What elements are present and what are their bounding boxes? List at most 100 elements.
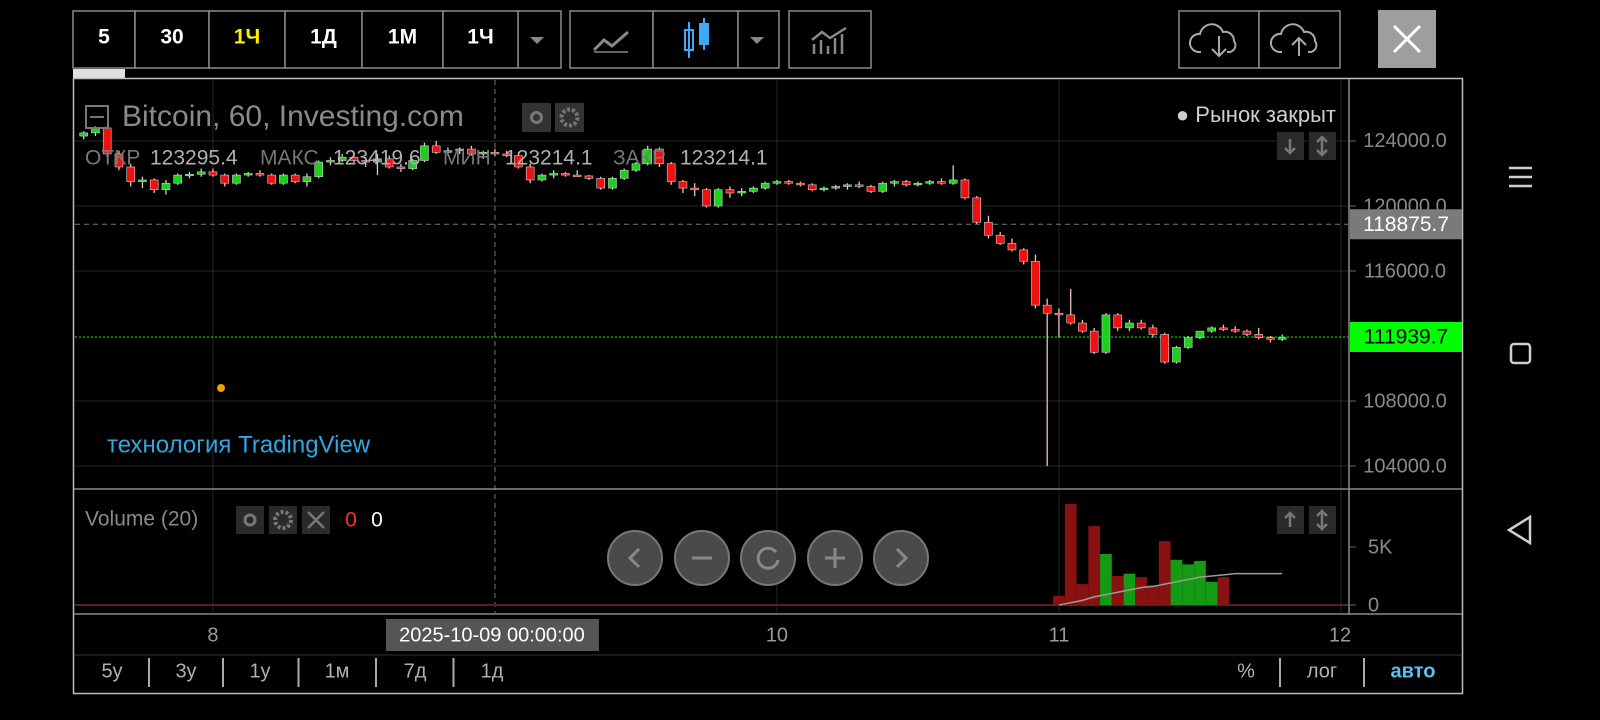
candle-body xyxy=(126,166,135,182)
volume-bar xyxy=(1158,541,1171,605)
interval-label: 1Д xyxy=(310,26,337,49)
interval-button[interactable] xyxy=(284,10,363,69)
range-button[interactable]: 1м xyxy=(325,660,350,682)
candle-body xyxy=(373,158,382,163)
candle-body xyxy=(420,145,429,161)
scale-option[interactable]: % xyxy=(1237,660,1255,682)
volume-bar xyxy=(1111,575,1124,605)
candle-body xyxy=(455,148,464,152)
crosshair-label-bg xyxy=(385,619,599,651)
scale-option[interactable]: авто xyxy=(1391,660,1436,682)
candle-body xyxy=(1242,330,1252,335)
candle-body xyxy=(467,148,476,155)
candle-body xyxy=(255,173,265,176)
arrow-icon xyxy=(1284,511,1296,527)
candle-body xyxy=(243,173,253,176)
candle-body xyxy=(572,174,582,177)
panel-tab[interactable] xyxy=(73,69,125,78)
arrow-icon xyxy=(1316,135,1328,157)
candle-body xyxy=(1042,304,1052,314)
volume-bar xyxy=(1064,504,1077,605)
candle-body xyxy=(666,163,676,182)
settings-button[interactable] xyxy=(555,103,584,132)
candle-body xyxy=(995,234,1005,244)
candle-body xyxy=(267,174,276,184)
candle-body xyxy=(502,153,511,156)
volume-bar xyxy=(1053,595,1065,605)
candle-chart-button[interactable] xyxy=(652,10,739,69)
reset[interactable] xyxy=(740,530,796,586)
home-icon[interactable] xyxy=(1509,342,1532,365)
candle-body xyxy=(525,166,535,181)
nav-left[interactable] xyxy=(607,530,663,586)
x-tick-label: 11 xyxy=(1049,624,1070,646)
eye-icon xyxy=(530,111,543,124)
interval-label: 1Ч xyxy=(467,26,493,49)
volume-bar xyxy=(1135,577,1148,605)
candle-body xyxy=(114,153,124,168)
candle-body xyxy=(314,161,323,178)
candle-body xyxy=(1195,330,1205,338)
marker-dot xyxy=(217,384,225,392)
legend-field-label: МИН xyxy=(443,147,491,170)
watermark: технология TradingView xyxy=(107,431,371,458)
scale-option[interactable]: лог xyxy=(1307,660,1337,682)
legend-field-value: 123214.1 xyxy=(505,147,593,170)
candle-body xyxy=(702,189,711,207)
close-icon xyxy=(1392,24,1422,54)
candle-body xyxy=(1031,260,1040,306)
nav-right[interactable] xyxy=(873,530,929,586)
collapse-icon[interactable] xyxy=(85,105,109,129)
x-tick-label: 10 xyxy=(766,624,788,646)
candle-body xyxy=(690,187,699,191)
candle-body xyxy=(232,174,241,184)
candle-body xyxy=(490,152,500,155)
candle-body xyxy=(831,186,840,189)
y-tick-label: 5K xyxy=(1368,536,1393,558)
candle-body xyxy=(643,148,652,165)
candle-body xyxy=(326,160,335,163)
interval-button[interactable] xyxy=(442,10,519,69)
range-button[interactable]: 7д xyxy=(404,660,427,682)
range-button[interactable]: 3у xyxy=(175,660,196,682)
dropdown-arrow xyxy=(750,37,764,44)
eye-button[interactable] xyxy=(236,506,264,534)
range-button[interactable]: 5у xyxy=(101,660,122,682)
candle-icon xyxy=(684,18,709,58)
menu-icon[interactable] xyxy=(1509,166,1532,188)
interval-button[interactable] xyxy=(134,10,210,69)
volume-bar xyxy=(1217,577,1230,605)
volume-readout: 0 xyxy=(345,509,357,532)
candle-body xyxy=(796,182,805,186)
navigation-buttons xyxy=(607,530,929,586)
candle-body xyxy=(396,166,406,169)
candle-body xyxy=(431,145,441,153)
indicators-button[interactable] xyxy=(788,10,872,69)
eye-button[interactable] xyxy=(522,103,551,132)
interval-button[interactable] xyxy=(208,10,286,69)
candle-body xyxy=(138,179,147,182)
candle-body xyxy=(514,155,523,168)
range-button[interactable]: 1д xyxy=(481,660,504,682)
candle-body xyxy=(561,173,570,176)
candle-body xyxy=(1172,347,1181,363)
candle-body xyxy=(737,191,746,194)
candle-body xyxy=(384,158,394,168)
plot xyxy=(75,80,1356,613)
range-button[interactable]: 1у xyxy=(249,660,270,682)
candle-body xyxy=(596,178,605,189)
interval-button[interactable] xyxy=(361,10,444,69)
back-icon[interactable] xyxy=(1506,514,1532,546)
interval-label: 1Ч xyxy=(234,26,260,49)
candle-body xyxy=(161,182,171,191)
line-chart-button[interactable] xyxy=(569,10,654,69)
price-label: 111939.7 xyxy=(1364,326,1448,349)
candle-body xyxy=(1136,322,1146,329)
cloud-down-icon xyxy=(1189,23,1237,58)
price-label-bg xyxy=(1350,209,1462,240)
candle-body xyxy=(948,179,958,184)
interval-button[interactable] xyxy=(72,10,136,69)
